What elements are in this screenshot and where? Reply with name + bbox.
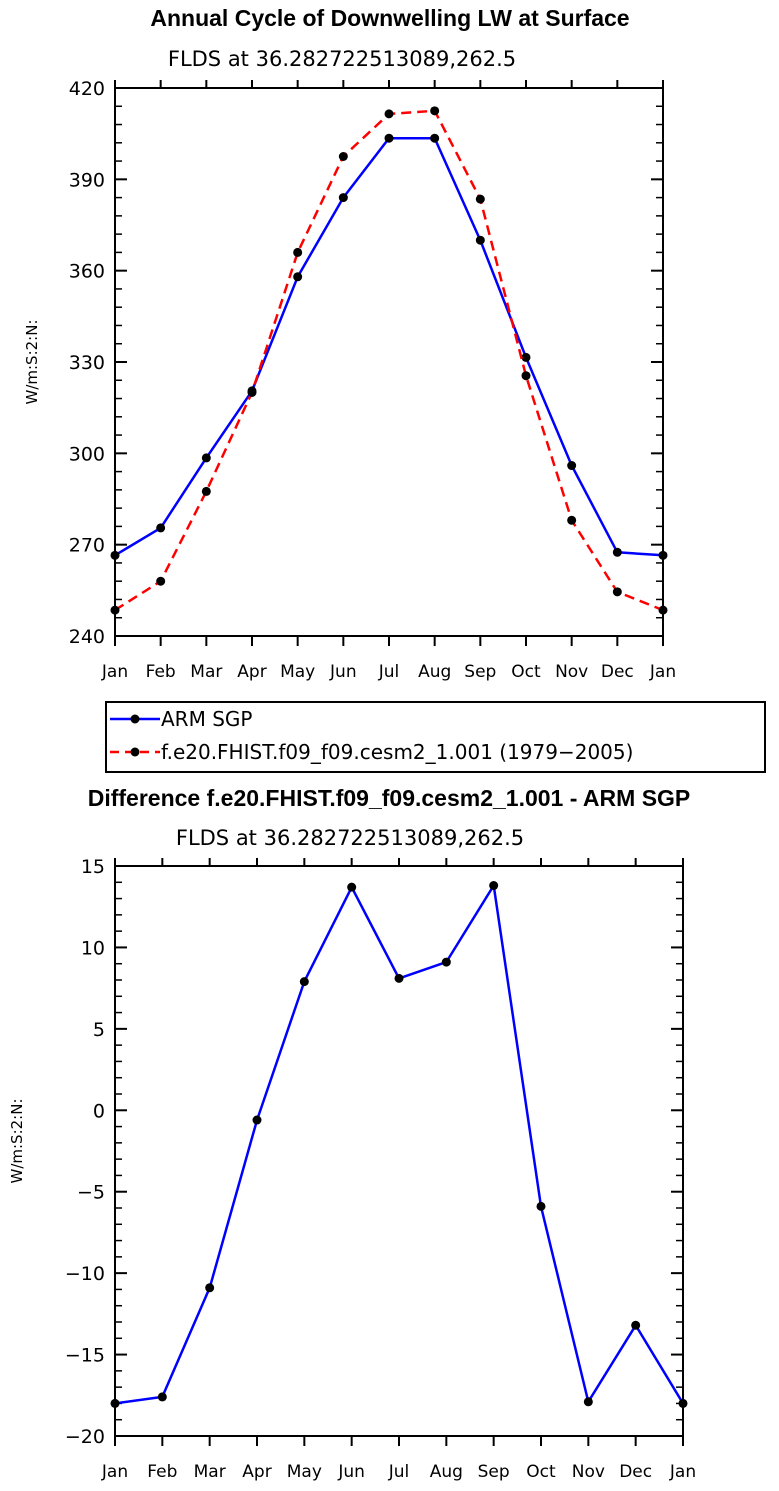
data-point [441,957,451,967]
y-tick-label: 270 [69,535,105,557]
chart2-y-axis-label: W/m:S:2:N: [8,1099,26,1184]
x-tick-label: Jul [388,1462,410,1482]
data-point [252,1115,262,1125]
y-tick-label: 5 [93,1019,105,1041]
data-point [384,109,394,119]
x-tick-label: Feb [147,1462,177,1482]
data-point [247,387,257,397]
data-point [347,882,357,892]
data-point [156,576,166,586]
y-tick-label: −5 [77,1182,105,1204]
y-tick-label: 360 [69,261,105,283]
x-tick-label: Apr [242,1462,271,1482]
legend-marker-arm-sgp [130,714,140,724]
x-tick-label: Jan [649,662,676,682]
difference-chart: Difference f.e20.FHIST.f09_f09.cesm2_1.0… [8,785,696,1482]
data-point [394,973,404,983]
series-line-difference [114,884,685,1405]
chart1-plot-frame [114,87,664,637]
data-point [205,1283,215,1293]
x-tick-label: Oct [511,662,541,682]
data-point [475,235,485,245]
data-point [430,133,440,143]
data-point [521,371,531,381]
data-point [567,461,577,471]
x-tick-label: Dec [601,662,634,682]
x-tick-label: Feb [146,662,176,682]
y-tick-label: 390 [69,169,105,191]
x-tick-label: Jan [101,1462,128,1482]
data-point [521,352,531,362]
data-point [338,152,348,161]
data-point [338,193,348,203]
y-tick-label: −20 [65,1426,105,1448]
legend-marker-cesm2 [130,747,140,757]
chart2-subtitle: FLDS at 36.282722513089,262.5 [176,826,524,850]
data-point [536,1201,546,1211]
y-tick-label: −15 [65,1345,105,1367]
data-point [201,486,211,496]
x-tick-label: Mar [190,662,222,682]
y-tick-label: 0 [93,1100,105,1122]
y-tick-label: 10 [81,937,105,959]
data-point [583,1397,593,1407]
x-tick-label: Sep [478,1462,510,1482]
data-point [631,1320,641,1330]
x-tick-label: May [287,1462,322,1482]
x-tick-label: Aug [418,662,451,682]
data-point [384,133,394,143]
legend-label-arm-sgp: ARM SGP [161,707,252,731]
data-point [156,523,166,533]
x-tick-label: Oct [526,1462,556,1482]
legend-box [105,701,766,773]
series-line-arm-sgp [114,136,664,557]
data-point [489,881,499,891]
x-tick-label: Jan [101,662,128,682]
y-tick-label: −10 [65,1263,105,1285]
chart2-title: Difference f.e20.FHIST.f09_f09.cesm2_1.0… [88,785,691,811]
data-point [567,515,577,525]
y-tick-label: 420 [69,78,105,100]
legend-label-cesm2: f.e20.FHIST.f09_f09.cesm2_1.001 (1979−20… [161,740,633,764]
legend: ARM SGP f.e20.FHIST.f09_f09.cesm2_1.001 … [105,701,766,773]
y-tick-label: 15 [81,856,105,878]
chart1-subtitle: FLDS at 36.282722513089,262.5 [168,47,516,71]
data-point [475,194,485,204]
data-point [612,547,622,557]
data-point [612,587,622,597]
chart1-title: Annual Cycle of Downwelling LW at Surfac… [150,5,629,31]
chart1-y-axis-label: W/m:S:2:N: [23,320,41,405]
data-point [430,106,440,116]
x-tick-label: May [280,662,315,682]
annual-cycle-chart: Annual Cycle of Downwelling LW at Surfac… [23,5,676,682]
x-tick-label: Jun [329,662,357,682]
data-point [157,1392,167,1402]
x-tick-label: Mar [194,1462,226,1482]
x-tick-label: Jan [669,1462,696,1482]
x-tick-label: Sep [464,662,496,682]
series-line-cesm2 [114,109,664,612]
x-tick-label: Apr [237,662,266,682]
x-tick-label: Dec [619,1462,652,1482]
data-point [293,247,303,257]
chart2-plot-frame [114,865,684,1437]
data-point [299,977,309,987]
x-tick-label: Nov [572,1462,605,1482]
y-tick-label: 300 [69,443,105,465]
x-tick-label: Jun [337,1462,365,1482]
x-tick-label: Aug [430,1462,463,1482]
data-point [201,453,211,463]
x-tick-label: Jul [378,662,400,682]
y-tick-label: 240 [69,626,105,648]
data-point [293,272,303,282]
x-tick-label: Nov [555,662,588,682]
y-tick-label: 330 [69,352,105,374]
